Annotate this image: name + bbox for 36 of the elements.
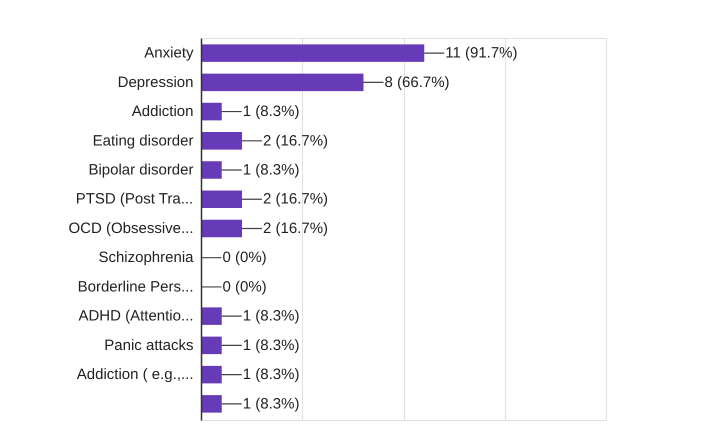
data-label: 1 (8.3%) (242, 103, 300, 120)
data-label: 1 (8.3%) (242, 366, 300, 384)
y-tick-label: Depression (118, 74, 194, 91)
bar (202, 102, 222, 120)
data-label: 8 (66.7%) (384, 74, 450, 91)
bar (202, 74, 364, 92)
bar (202, 307, 222, 325)
y-tick-label: Eating disorder (92, 132, 194, 150)
y-tick-label: Schizophrenia (98, 249, 194, 266)
y-tick-label: Addiction (132, 103, 194, 120)
bar (202, 366, 222, 384)
y-tick-label: Anxiety (144, 44, 194, 62)
y-tick-label: Addiction ( e.g.,... (76, 366, 194, 384)
bar (202, 132, 242, 150)
y-tick-label: OCD (Obsessive... (68, 220, 194, 237)
data-label: 1 (8.3%) (242, 308, 300, 325)
bar (202, 44, 424, 62)
bar (202, 220, 242, 238)
data-label: 2 (16.7%) (263, 220, 328, 237)
bar (202, 395, 222, 413)
data-label: 1 (8.3%) (242, 395, 300, 412)
bar (202, 161, 222, 179)
bar (202, 190, 242, 208)
data-label: 1 (8.3%) (242, 336, 300, 354)
y-tick-label: Borderline Pers... (78, 278, 194, 296)
y-tick-label: Bipolar disorder (88, 162, 194, 179)
data-label: 0 (0%) (222, 278, 267, 296)
y-tick-label: Panic attacks (104, 336, 194, 354)
data-label: 0 (0%) (222, 249, 267, 266)
bar (202, 336, 222, 354)
data-label: 2 (16.7%) (263, 190, 328, 208)
data-label: 11 (91.7%) (445, 44, 518, 62)
y-tick-label: ADHD (Attentio... (78, 308, 194, 325)
data-label: 1 (8.3%) (242, 162, 300, 179)
y-tick-label: PTSD (Post Tra... (76, 190, 194, 208)
data-label: 2 (16.7%) (263, 132, 328, 150)
